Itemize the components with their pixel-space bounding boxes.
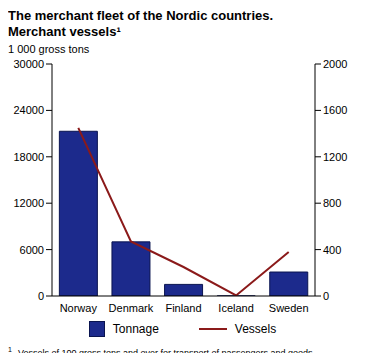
svg-text:800: 800 (323, 197, 341, 209)
svg-text:Iceland: Iceland (218, 302, 253, 314)
svg-text:1600: 1600 (323, 104, 347, 116)
html-text:Tonnage: Tonnage (112, 322, 159, 336)
html-text:Vessels: Vessels (234, 322, 277, 336)
svg-text:Denmark: Denmark (109, 302, 154, 314)
html-text:1 000 gross tons: 1 000 gross tons (8, 43, 90, 55)
html-text:Vessels of 100 gross tons and: Vessels of 100 gross tons and over for t… (17, 348, 316, 358)
html-text:The merchant fleet of the Nord: The merchant fleet of the Nordic countri… (8, 8, 274, 39)
html-text:1: 1 (8, 346, 12, 353)
svg-text:Norway: Norway (60, 302, 98, 314)
svg-text:24000: 24000 (13, 104, 44, 116)
svg-text:6000: 6000 (20, 244, 44, 256)
svg-text:18000: 18000 (13, 151, 44, 163)
svg-text:1200: 1200 (323, 151, 347, 163)
svg-text:Sweden: Sweden (269, 302, 309, 314)
svg-text:0: 0 (323, 290, 329, 302)
svg-text:2000: 2000 (323, 58, 347, 70)
svg-text:0: 0 (38, 290, 44, 302)
svg-text:Finland: Finland (165, 302, 201, 314)
svg-text:12000: 12000 (13, 197, 44, 209)
svg-text:30000: 30000 (13, 58, 44, 70)
svg-text:400: 400 (323, 244, 341, 256)
